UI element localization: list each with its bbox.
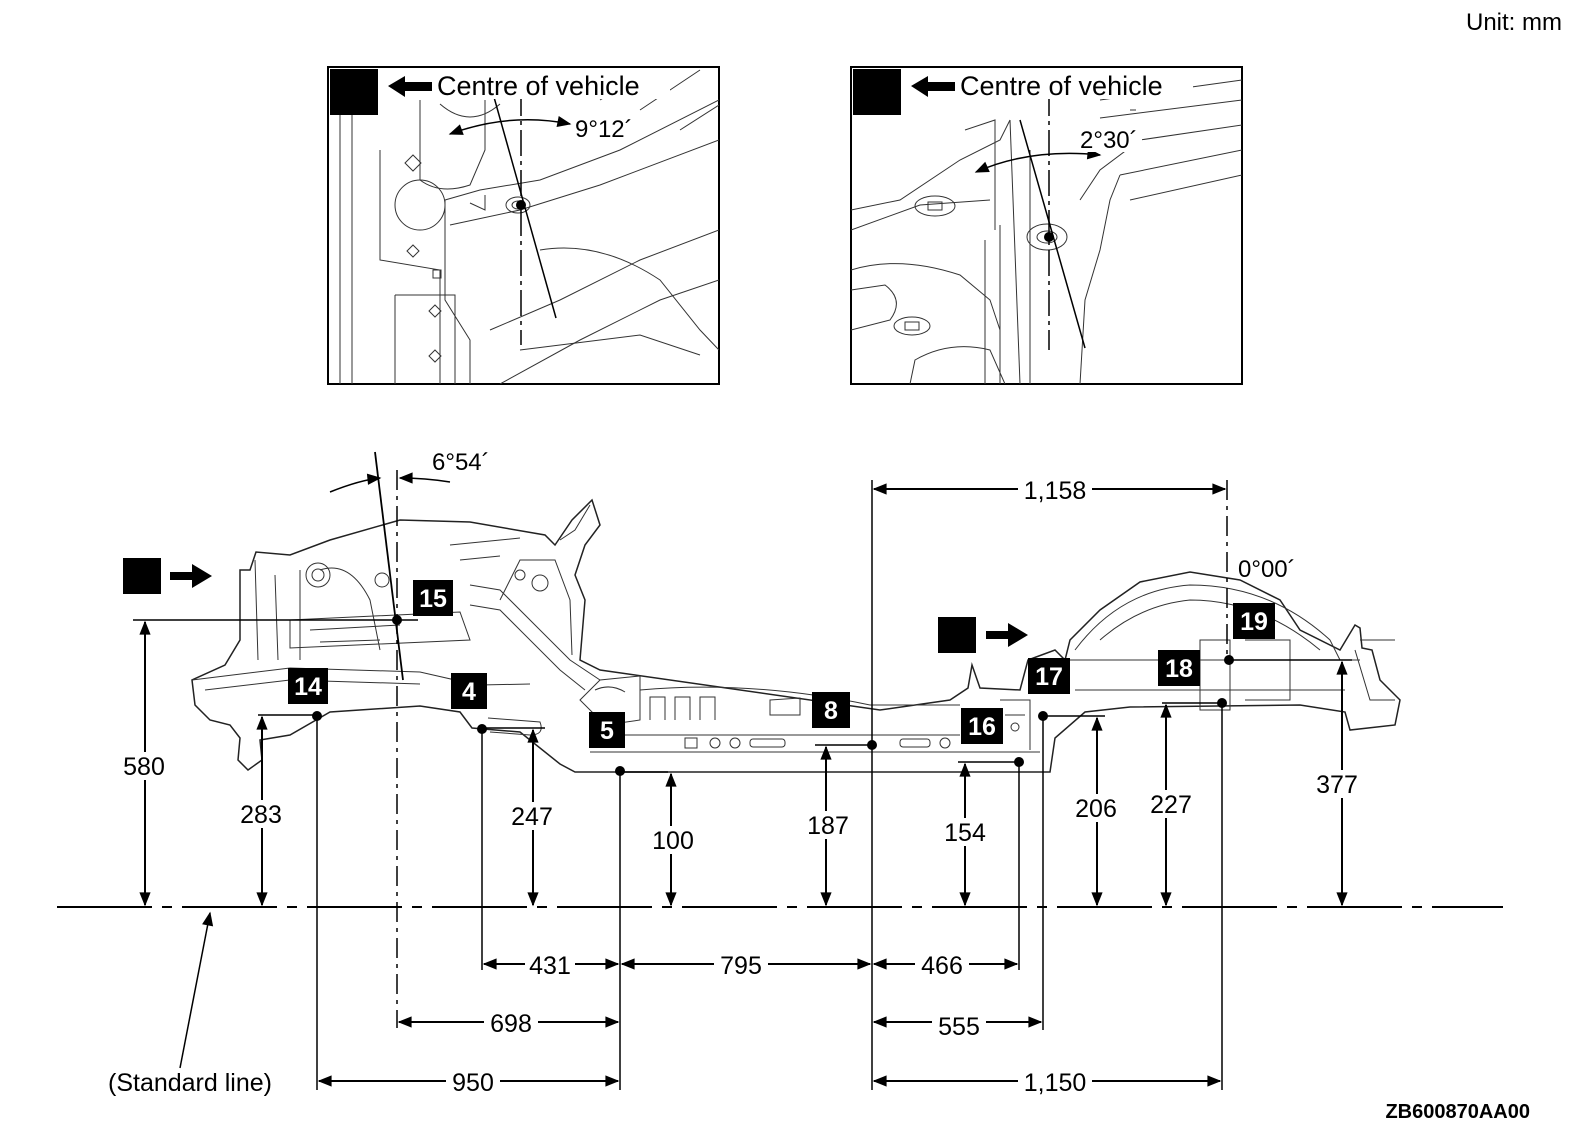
- svg-text:19: 19: [1240, 608, 1268, 636]
- height-labels: 580 283 247 100 187 154 206 227 377: [116, 752, 1362, 855]
- svg-text:5: 5: [600, 717, 614, 745]
- front-angle-label: 6°54´: [432, 449, 490, 476]
- height-15: 580: [123, 753, 165, 781]
- point-tag-5: 5: [589, 712, 625, 748]
- inset-a-letter: A: [343, 77, 365, 110]
- span-795: 795: [720, 952, 762, 980]
- point-tag-14: 14: [288, 668, 328, 704]
- inset-a-caption: Centre of vehicle: [437, 71, 640, 101]
- rear-angle-label: 0°00´: [1238, 556, 1296, 583]
- inset-b-direction-arrow-icon: [911, 76, 955, 97]
- svg-text:A: A: [133, 564, 150, 591]
- inset-b-angle: 2°30´: [1080, 127, 1138, 154]
- inset-a-structure-drawing: [339, 69, 719, 384]
- span-466: 466: [921, 952, 963, 980]
- height-5: 100: [652, 827, 694, 855]
- span-1158: 1,158: [1024, 477, 1087, 505]
- inset-a-direction-arrow-icon: [388, 76, 432, 97]
- inset-b-letter: B: [866, 77, 888, 110]
- underbody-side-view: [191, 498, 1401, 773]
- svg-text:17: 17: [1035, 663, 1063, 691]
- svg-text:16: 16: [968, 713, 996, 741]
- measurement-dots: [312, 615, 1234, 776]
- span-431: 431: [529, 952, 571, 980]
- point-tag-15: 15: [413, 580, 453, 616]
- standard-line-label: (Standard line): [108, 1069, 272, 1097]
- view-marker-a: A: [123, 558, 212, 594]
- point-tag-16: 16: [961, 708, 1003, 744]
- height-19: 377: [1316, 771, 1358, 799]
- height-8: 187: [807, 812, 849, 840]
- span-698: 698: [490, 1010, 532, 1038]
- span-labels: 1,158 431 795 466 698 555 950 1,150: [446, 476, 1092, 1097]
- height-17: 206: [1075, 795, 1117, 823]
- inset-b: B Centre of vehicle 2°30´: [850, 66, 1243, 385]
- drawing-code: ZB600870AA00: [1385, 1101, 1530, 1123]
- svg-text:B: B: [948, 623, 965, 650]
- svg-text:18: 18: [1165, 655, 1193, 683]
- svg-text:14: 14: [294, 673, 322, 701]
- inset-b-caption: Centre of vehicle: [960, 71, 1163, 101]
- svg-text:8: 8: [824, 697, 838, 725]
- point-tag-8: 8: [812, 692, 850, 728]
- point-tag-4: 4: [451, 673, 487, 709]
- height-16: 154: [944, 819, 986, 847]
- span-950: 950: [452, 1069, 494, 1097]
- height-14: 283: [240, 801, 282, 829]
- dimension-lines: [57, 451, 1503, 1090]
- svg-text:15: 15: [419, 585, 447, 613]
- view-a-arrow-icon: [170, 564, 212, 588]
- point-tag-17: 17: [1028, 658, 1070, 694]
- span-555: 555: [938, 1013, 980, 1041]
- inset-a-angle: 9°12´: [575, 116, 633, 143]
- view-marker-b: B: [938, 617, 1028, 653]
- unit-label: Unit: mm: [1466, 9, 1562, 36]
- height-18: 227: [1150, 791, 1192, 819]
- point-tags: 14 15 4 5 8 16 17 18 19: [288, 580, 1275, 748]
- height-4: 247: [511, 803, 553, 831]
- point-tag-19: 19: [1233, 603, 1275, 639]
- span-1150: 1,150: [1024, 1069, 1087, 1097]
- svg-text:4: 4: [462, 678, 476, 706]
- view-b-arrow-icon: [986, 623, 1028, 647]
- point-tag-18: 18: [1158, 650, 1200, 686]
- inset-a: A Centre of vehicle 9°12´: [327, 66, 720, 385]
